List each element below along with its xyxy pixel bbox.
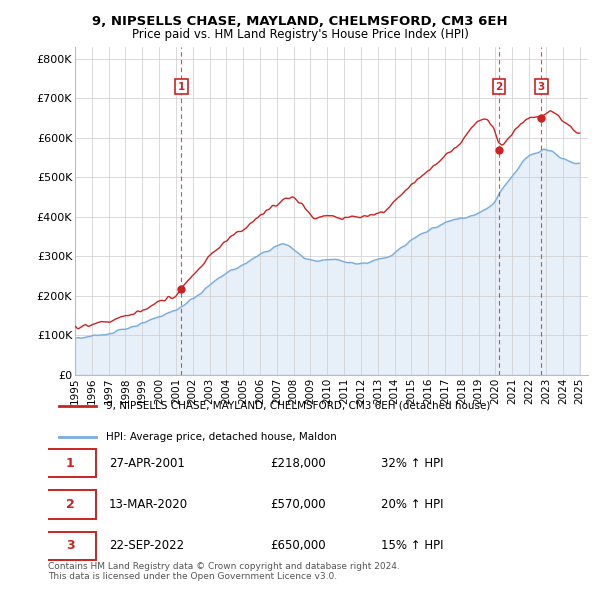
Text: 3: 3	[538, 81, 545, 91]
Text: £570,000: £570,000	[270, 498, 325, 511]
Text: 15% ↑ HPI: 15% ↑ HPI	[380, 539, 443, 552]
FancyBboxPatch shape	[46, 490, 95, 519]
FancyBboxPatch shape	[46, 449, 95, 477]
Text: 13-MAR-2020: 13-MAR-2020	[109, 498, 188, 511]
Text: 9, NIPSELLS CHASE, MAYLAND, CHELMSFORD, CM3 6EH: 9, NIPSELLS CHASE, MAYLAND, CHELMSFORD, …	[92, 15, 508, 28]
Text: 32% ↑ HPI: 32% ↑ HPI	[380, 457, 443, 470]
Text: £218,000: £218,000	[270, 457, 326, 470]
Text: 1: 1	[178, 81, 185, 91]
Text: Price paid vs. HM Land Registry's House Price Index (HPI): Price paid vs. HM Land Registry's House …	[131, 28, 469, 41]
Text: HPI: Average price, detached house, Maldon: HPI: Average price, detached house, Mald…	[106, 432, 337, 442]
Text: 9, NIPSELLS CHASE, MAYLAND, CHELMSFORD, CM3 6EH (detached house): 9, NIPSELLS CHASE, MAYLAND, CHELMSFORD, …	[106, 401, 490, 411]
FancyBboxPatch shape	[46, 532, 95, 560]
Text: 2: 2	[66, 498, 74, 511]
Text: 22-SEP-2022: 22-SEP-2022	[109, 539, 184, 552]
Text: 20% ↑ HPI: 20% ↑ HPI	[380, 498, 443, 511]
Text: 1: 1	[66, 457, 74, 470]
Text: 2: 2	[495, 81, 502, 91]
Text: 27-APR-2001: 27-APR-2001	[109, 457, 185, 470]
Text: Contains HM Land Registry data © Crown copyright and database right 2024.
This d: Contains HM Land Registry data © Crown c…	[48, 562, 400, 581]
Text: 3: 3	[66, 539, 74, 552]
Text: £650,000: £650,000	[270, 539, 325, 552]
